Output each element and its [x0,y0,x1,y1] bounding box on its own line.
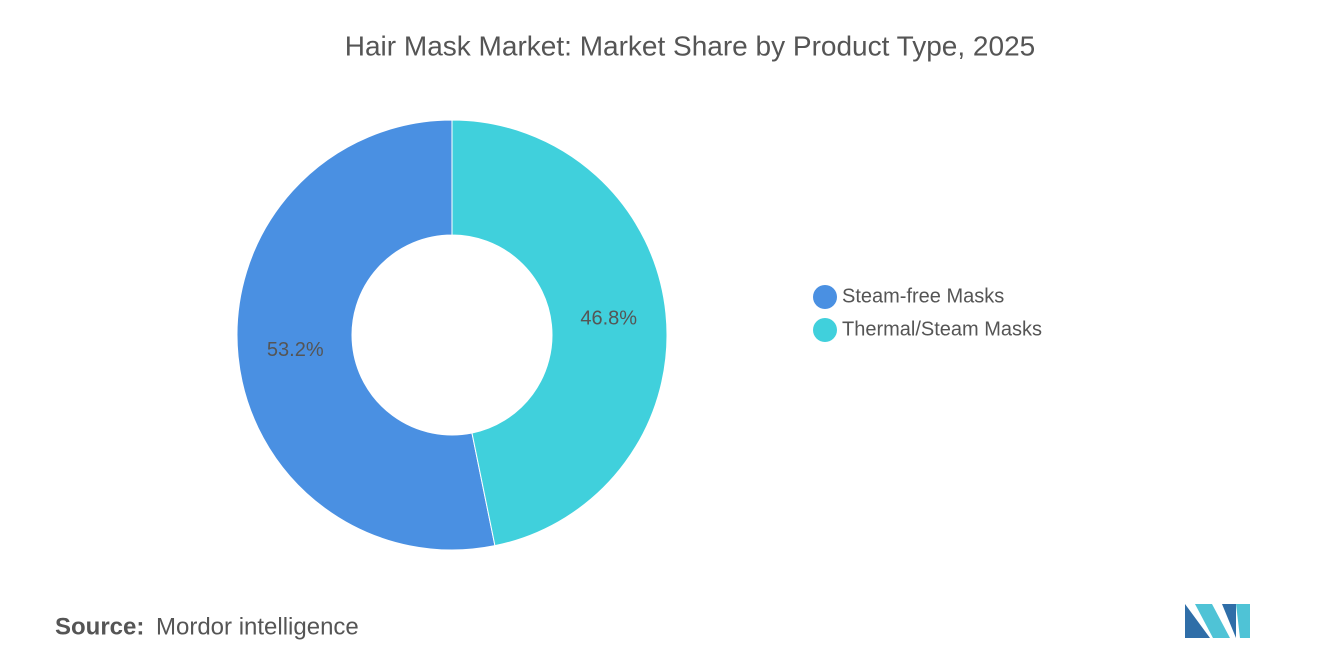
logo-part [1222,604,1236,638]
source: Source: Mordor intelligence [55,613,359,640]
chart-title: Hair Mask Market: Market Share by Produc… [345,30,1035,61]
legend-marker [813,285,837,309]
logo-part [1185,604,1210,638]
slice [236,119,496,551]
logo-part [1195,604,1230,638]
logo [1185,604,1250,638]
legend-marker [813,318,837,342]
source-label: Source: [55,613,144,640]
data-label: 53.2% [267,339,324,361]
legend-label: Thermal/Steam Masks [842,318,1042,340]
data-label: 46.8% [580,307,637,329]
source-text: Mordor intelligence [156,613,359,640]
slice [451,119,668,547]
logo-part [1236,604,1250,638]
legend-label: Steam-free Masks [842,285,1004,307]
